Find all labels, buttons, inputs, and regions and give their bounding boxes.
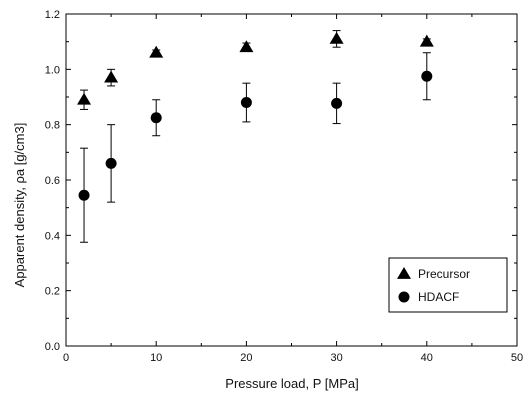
- x-tick-label: 30: [330, 352, 342, 364]
- x-tick-label: 20: [240, 352, 252, 364]
- legend-marker-hdacf: [398, 291, 410, 303]
- hdacf-point: [421, 70, 433, 82]
- y-tick-label: 0.6: [45, 175, 60, 187]
- precursor-point: [104, 70, 119, 83]
- y-tick-label: 1.0: [45, 64, 60, 76]
- legend: Precursor HDACF: [388, 257, 508, 313]
- x-tick-label: 10: [150, 352, 162, 364]
- precursor-point: [329, 31, 344, 44]
- y-tick-label: 0.2: [45, 286, 60, 298]
- x-tick-label: 50: [511, 352, 523, 364]
- legend-box: [388, 257, 508, 313]
- hdacf-point: [240, 97, 252, 109]
- error-bars: [80, 30, 431, 243]
- precursor-point: [419, 34, 434, 47]
- x-tick-label: 40: [421, 352, 433, 364]
- y-tick-label: 0.8: [45, 120, 60, 132]
- precursor-point: [149, 45, 164, 58]
- legend-label-precursor: Precursor: [418, 267, 470, 281]
- data-points: [77, 31, 434, 201]
- y-tick-label: 0.0: [45, 341, 60, 353]
- hdacf-point: [331, 97, 343, 109]
- legend-label-hdacf: HDACF: [418, 290, 459, 304]
- hdacf-point: [105, 157, 117, 169]
- y-axis-title: Apparent density, ρa [g/cm3]: [12, 123, 27, 288]
- hdacf-point: [78, 189, 90, 201]
- precursor-point: [239, 40, 254, 53]
- axis-ticks: 0 10 20 30 40 50 0.0 0.2 0.4 0.6 0.8 1.0 1.2: [45, 9, 523, 364]
- precursor-point: [77, 92, 92, 105]
- y-tick-label: 0.4: [45, 230, 60, 242]
- y-tick-label: 1.2: [45, 9, 60, 21]
- hdacf-point: [150, 112, 162, 124]
- x-axis-title: Pressure load, P [MPa]: [225, 376, 358, 391]
- x-tick-label: 0: [63, 352, 69, 364]
- legend-marker-precursor: [397, 267, 411, 279]
